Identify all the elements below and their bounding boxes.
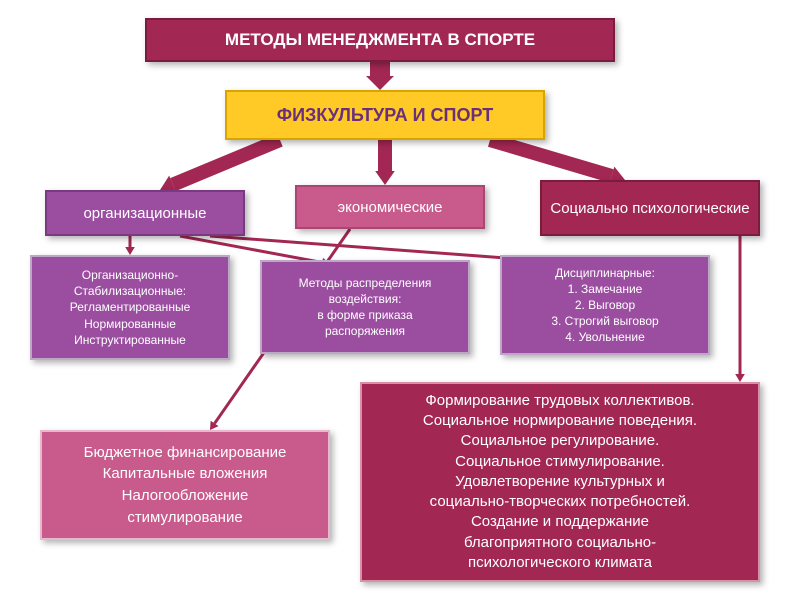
sub-box-method-rasp: Методы распределениявоздействия:в форме … bbox=[260, 260, 470, 354]
subtitle-text: ФИЗКУЛЬТУРА И СПОРТ bbox=[227, 101, 543, 130]
budget-box: Бюджетное финансированиеКапитальные влож… bbox=[40, 430, 330, 540]
sub-box-text: Организационно-Cтабилизационные:Регламен… bbox=[32, 263, 228, 352]
formation-box: Формирование трудовых коллективов.Социал… bbox=[360, 382, 760, 582]
sub-box-text: Дисциплинарные:1. Замечание2. Выговор3. … bbox=[502, 261, 708, 350]
title-box: МЕТОДЫ МЕНЕДЖМЕНТА В СПОРТЕ bbox=[145, 18, 615, 62]
formation-text: Формирование трудовых коллективов.Социал… bbox=[362, 387, 758, 577]
sub-box-text: Методы распределениявоздействия:в форме … bbox=[262, 271, 468, 344]
subtitle-box: ФИЗКУЛЬТУРА И СПОРТ bbox=[225, 90, 545, 140]
sub-box-org-stab: Организационно-Cтабилизационные:Регламен… bbox=[30, 255, 230, 360]
budget-text: Бюджетное финансированиеКапитальные влож… bbox=[42, 438, 328, 533]
category-box-soc: Социально психологические bbox=[540, 180, 760, 236]
category-label: экономические bbox=[297, 195, 483, 220]
category-label: организационные bbox=[47, 201, 243, 226]
sub-box-disc: Дисциплинарные:1. Замечание2. Выговор3. … bbox=[500, 255, 710, 355]
title-text: МЕТОДЫ МЕНЕДЖМЕНТА В СПОРТЕ bbox=[147, 26, 613, 54]
category-box-org: организационные bbox=[45, 190, 245, 236]
category-label: Социально психологические bbox=[542, 196, 758, 221]
category-box-econ: экономические bbox=[295, 185, 485, 229]
